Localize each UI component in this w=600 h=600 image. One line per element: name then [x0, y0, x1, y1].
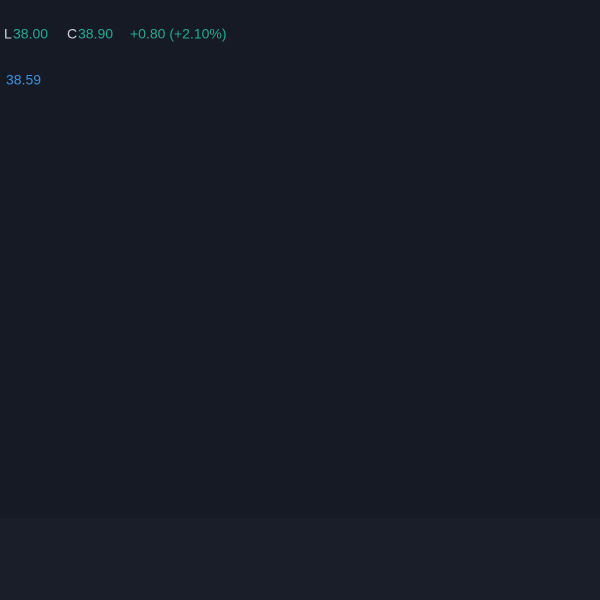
- change-value: +0.80 (+2.10%): [130, 26, 227, 42]
- low-label: L: [4, 26, 12, 42]
- time-axis-area: [0, 518, 600, 600]
- labels: L 38.00 C 38.90 +0.80 (+2.10%) 38.59: [4, 26, 227, 88]
- ma-value: 38.59: [6, 72, 41, 88]
- close-label: C: [67, 26, 77, 42]
- close-value: 38.90: [78, 26, 113, 42]
- low-value: 38.00: [13, 26, 48, 42]
